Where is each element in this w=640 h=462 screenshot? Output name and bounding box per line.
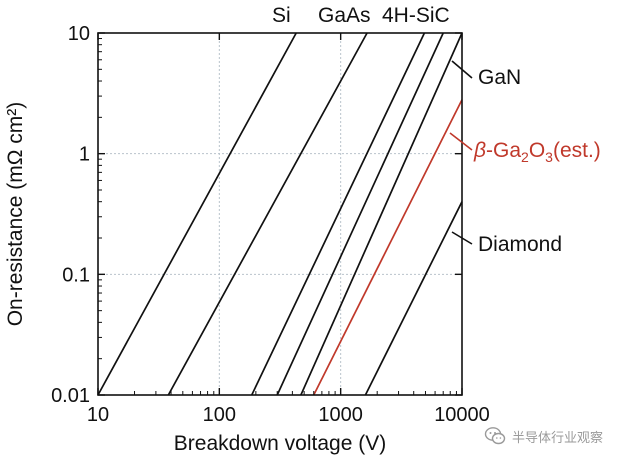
ga2o3-leader-line — [449, 132, 473, 151]
series-label-gan: GaN — [478, 66, 521, 89]
series-label-diamond: Diamond — [478, 233, 562, 256]
series-line-3 — [250, 32, 426, 396]
y-tick-label: 0.01 — [51, 385, 90, 407]
series-label-4h-sic: 4H-SiC — [382, 4, 450, 27]
y-tick-label: 1 — [79, 144, 90, 166]
y-axis-title: On-resistance (mΩ cm²) — [4, 102, 27, 327]
subscript-3: 3 — [545, 149, 553, 165]
series-label-si: Si — [272, 4, 291, 27]
gan-leader-line — [451, 60, 473, 79]
subscript-2: 2 — [521, 149, 529, 165]
x-tick-label: 100 — [203, 404, 236, 426]
series-lines — [97, 32, 463, 396]
o-text: O — [529, 139, 545, 162]
x-axis-title: Breakdown voltage (V) — [174, 432, 386, 455]
series-label-beta-ga2o3: β-Ga2O3(est.) — [473, 139, 601, 165]
ga-text: -Ga — [486, 139, 521, 162]
y-axis-ticks: 0.01 0.1 1 10 — [51, 23, 462, 407]
series-line-5 — [300, 32, 463, 396]
wechat-icon — [484, 427, 506, 445]
y-tick-label: 0.1 — [62, 264, 90, 286]
diamond-leader-line — [451, 231, 473, 245]
x-tick-label: 10 — [87, 404, 109, 426]
x-tick-label: 10000 — [434, 404, 490, 426]
grid-lines — [98, 33, 462, 395]
series-line-1 — [97, 32, 297, 396]
series-line-2 — [167, 32, 368, 396]
watermark-text: 半导体行业观察 — [512, 430, 604, 446]
est-text: (est.) — [553, 139, 601, 162]
beta-symbol: β — [473, 139, 486, 162]
series-label-gaas: GaAs — [318, 4, 371, 27]
watermark: 半导体行业观察 — [484, 424, 603, 448]
series-line-7 — [364, 201, 463, 396]
series-line-4 — [276, 32, 444, 396]
series-line-6 — [312, 99, 463, 396]
y-tick-label: 10 — [68, 23, 90, 45]
plot-frame — [97, 32, 463, 396]
x-axis-ticks: 10 100 1000 10000 — [87, 33, 490, 426]
x-tick-label: 1000 — [318, 404, 363, 426]
